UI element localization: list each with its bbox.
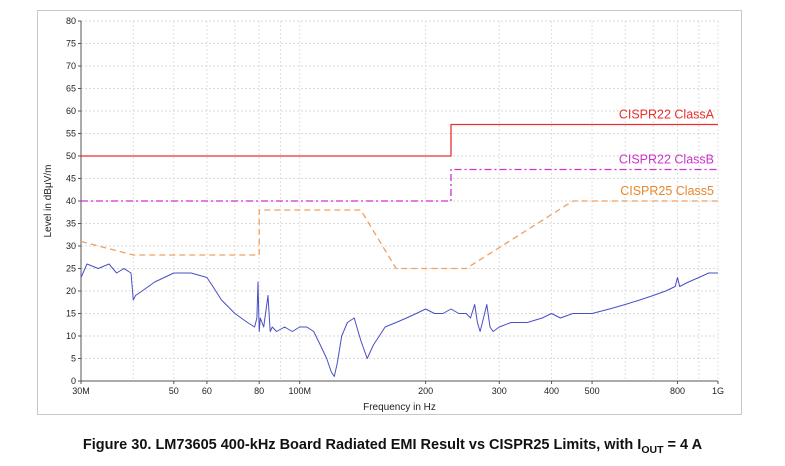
limit-label-cispr22-classb: CISPR22 ClassB [619,153,714,167]
y-tick-label: 65 [66,84,76,94]
label-layer: CISPR22 ClassA CISPR22 ClassB CISPR25 Clas… [619,108,715,199]
y-tick-label: 20 [66,286,76,296]
caption-suffix: = 4 A [663,437,703,453]
y-tick-label: 60 [66,106,76,116]
x-tick-label: 200 [418,386,433,396]
y-tick-label: 5 [71,354,76,364]
y-tick-label: 70 [66,61,76,71]
x-tick-label: 300 [492,386,507,396]
caption-text: Figure 30. LM73605 400-kHz Board Radiate… [82,437,642,453]
y-tick-label: 55 [66,129,76,139]
chart-frame: 0 5 10 15 20 25 30 35 40 45 50 55 60 65 70 75 80 30M 50 60 8… [37,10,742,415]
x-tick-label: 800 [670,386,685,396]
caption-subscript: OUT [641,443,664,456]
x-tick-label: 50 [169,386,179,396]
y-tick-label: 15 [66,309,76,319]
x-tick-label: 100M [288,386,311,396]
series-cispr22-classb [81,168,718,202]
y-tick-label: 45 [66,174,76,184]
axis-layer: 0 5 10 15 20 25 30 35 40 45 50 55 60 65 70 75 80 30M 50 60 8… [66,16,724,396]
y-axis-title: Level in dBµV/m [43,164,54,237]
y-tick-label: 50 [66,151,76,161]
x-tick-label: 400 [544,386,559,396]
y-tick-label: 0 [71,376,76,386]
series-layer [80,123,718,377]
limit-label-cispr22-classa: CISPR22 ClassA [619,108,715,122]
emi-chart: 0 5 10 15 20 25 30 35 40 45 50 55 60 65 70 75 80 30M 50 60 8… [43,16,724,413]
y-tick-label: 25 [66,264,76,274]
x-tick-label: 500 [585,386,600,396]
figure-caption: Figure 30. LM73605 400-kHz Board Radiate… [0,437,785,456]
series-cispr25-class5 [80,200,718,270]
x-axis-title: Frequency in Hz [363,402,436,413]
x-tick-label: 1G [712,386,724,396]
series-measured-emi [80,263,718,377]
y-tick-label: 80 [66,16,76,26]
x-tick-label: 30M [72,386,90,396]
y-tick-label: 10 [66,331,76,341]
y-tick-label: 30 [66,241,76,251]
y-tick-label: 40 [66,196,76,206]
x-tick-label: 60 [202,386,212,396]
series-cispr22-classa [81,123,718,157]
y-tick-label: 75 [66,39,76,49]
limit-label-cispr25-class5: CISPR25 Class5 [620,184,714,198]
x-tick-label: 80 [254,386,264,396]
y-tick-label: 35 [66,219,76,229]
